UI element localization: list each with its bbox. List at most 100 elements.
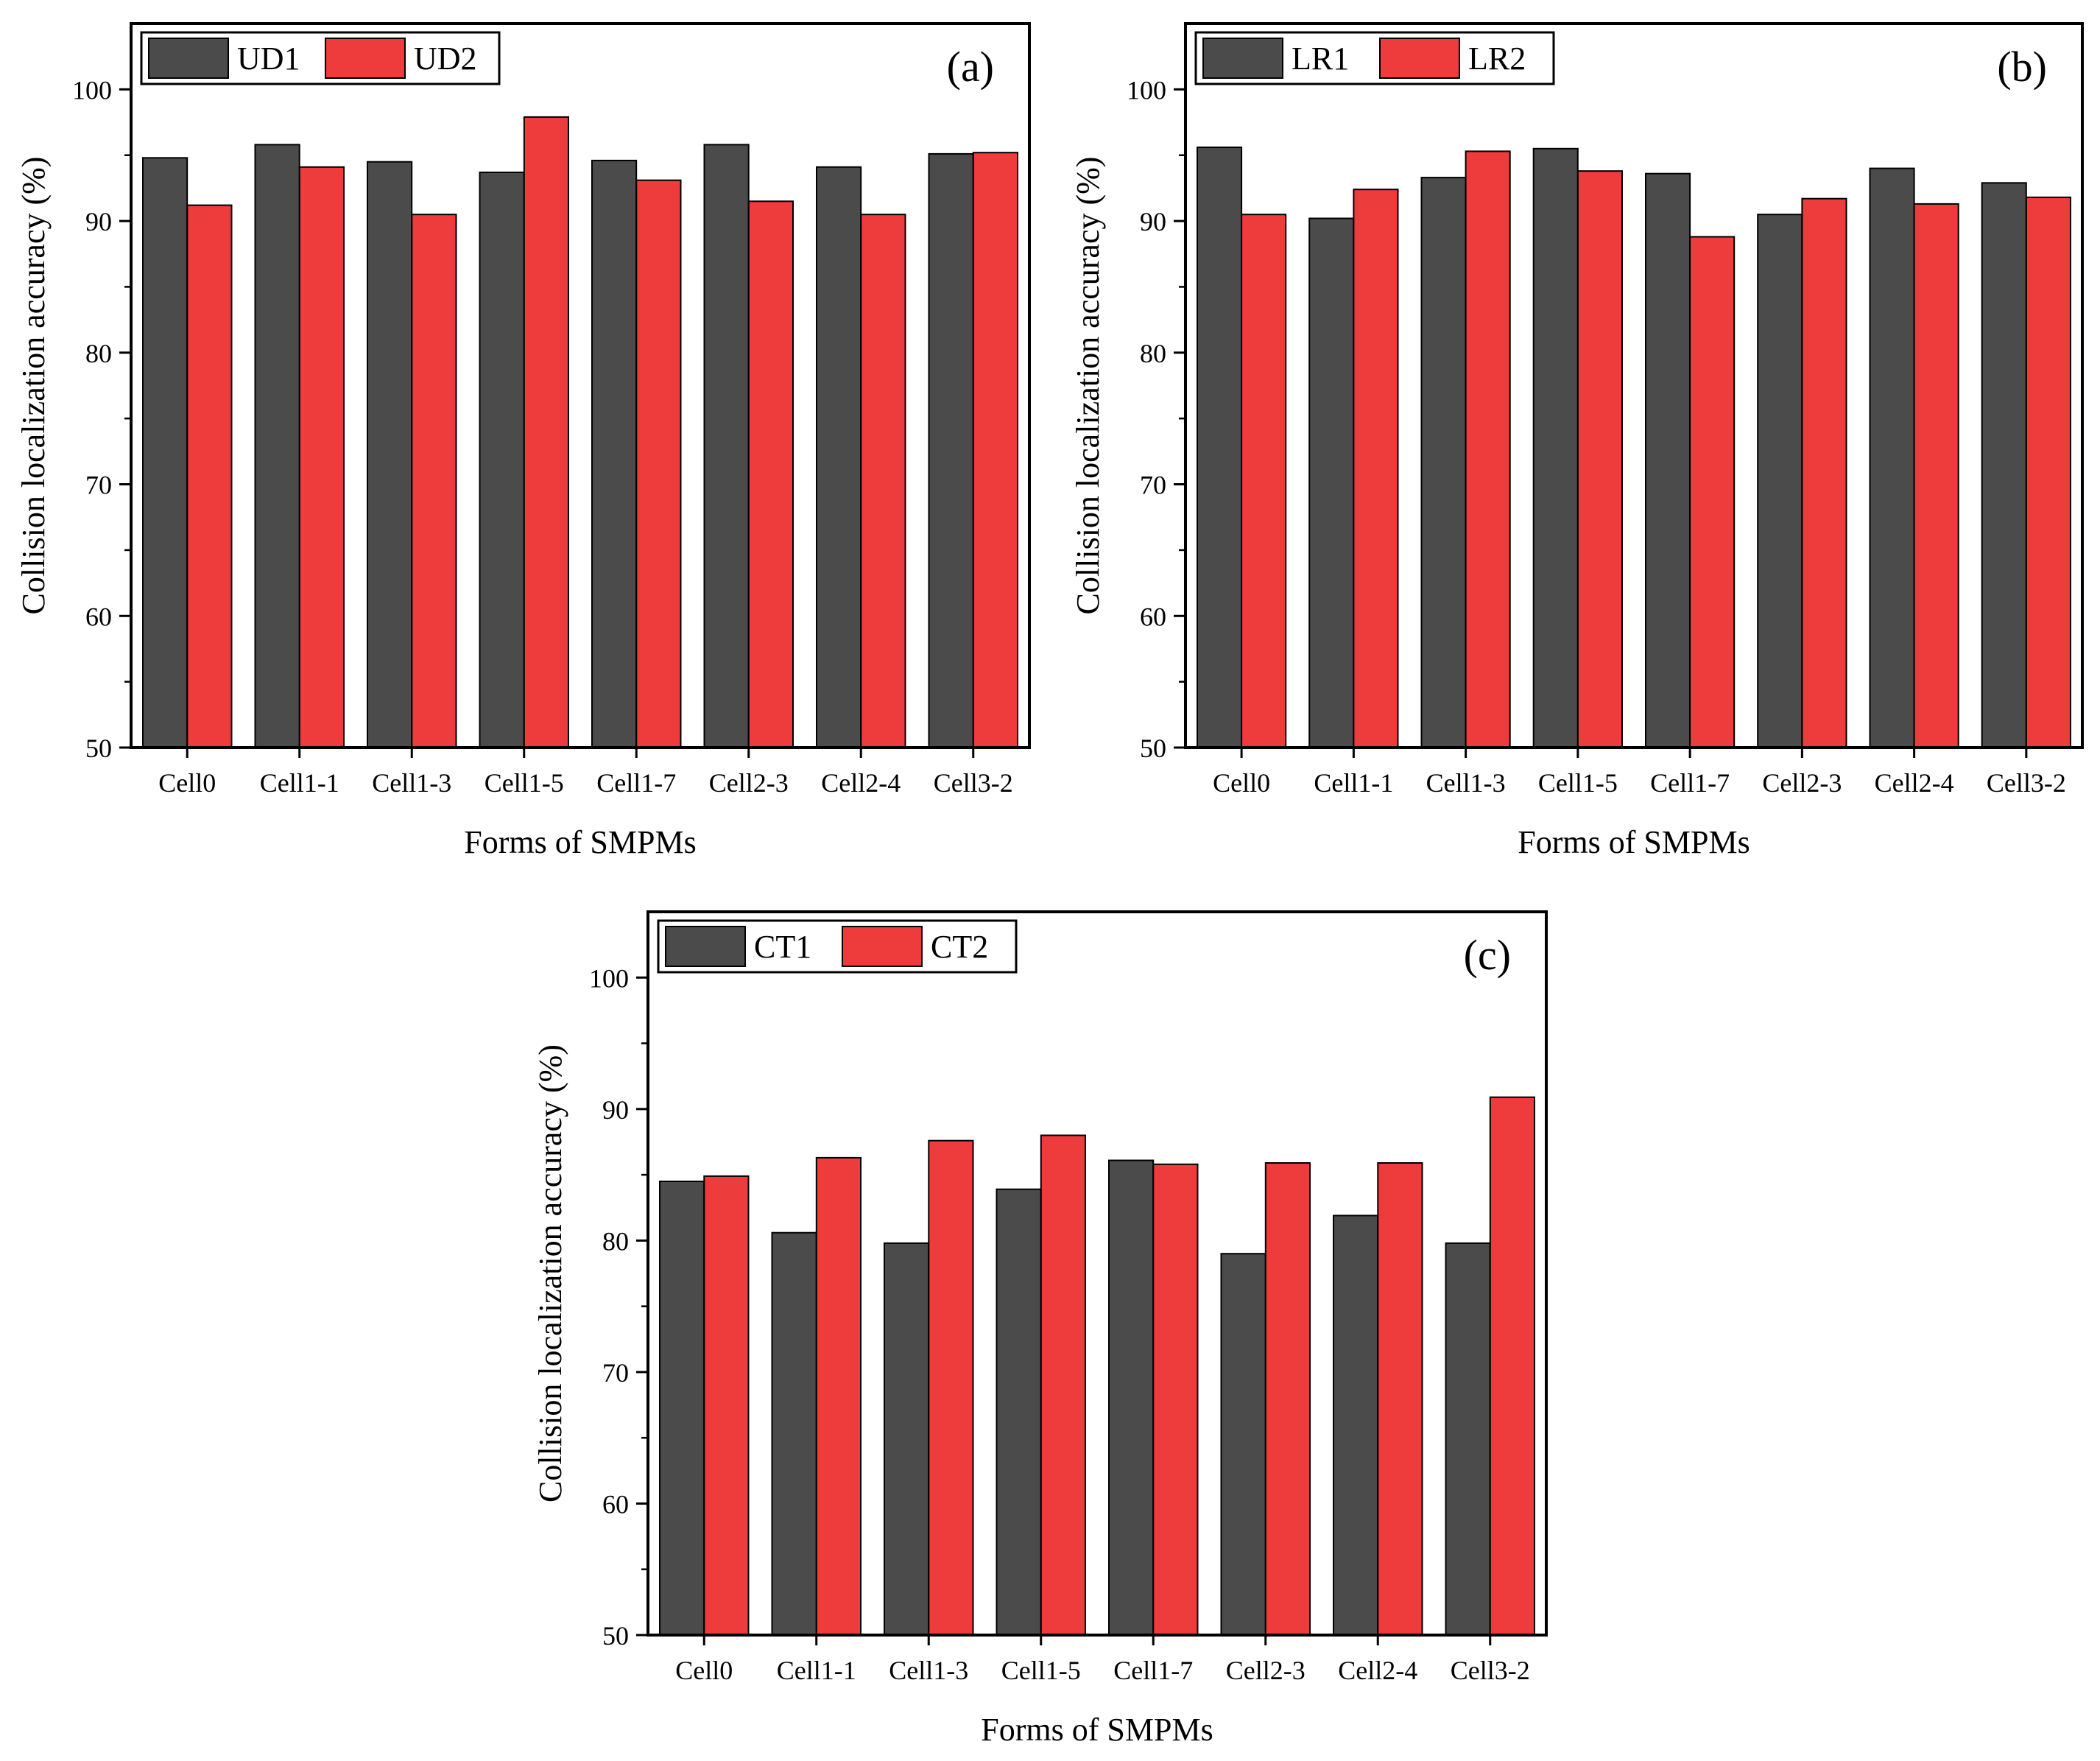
bar-ct1-cell3-2 (1445, 1242, 1491, 1636)
x-tick-label-cell1-3: Cell1-3 (372, 768, 451, 798)
y-tick-label-50: 50 (1140, 734, 1166, 763)
bar-lr2-cell1-7 (1689, 236, 1736, 748)
bar-ud2-cell1-1 (298, 166, 345, 749)
x-tick-label-cell1-3: Cell1-3 (1426, 768, 1506, 798)
legend-label-ct1: CT1 (754, 929, 811, 965)
y-tick-label-50: 50 (602, 1621, 629, 1651)
bar-ud1-cell2-3 (703, 144, 750, 748)
bar-lr1-cell1-1 (1308, 217, 1355, 748)
bar-ct1-cell1-3 (884, 1242, 930, 1636)
y-tick-label-70: 70 (602, 1358, 629, 1388)
bar-lr2-cell3-2 (2025, 196, 2071, 748)
x-tick-label-cell3-2: Cell3-2 (934, 768, 1013, 798)
bar-lr1-cell1-5 (1532, 147, 1579, 749)
y-axis-title: Collision localization accuracy (%) (1070, 157, 1106, 615)
legend: UD1 UD2 (140, 31, 501, 85)
legend-swatch-lr1 (1202, 38, 1283, 79)
panel-label: (c) (1464, 931, 1511, 979)
x-axis-title: Forms of SMPMs (1518, 824, 1750, 860)
bar-lr1-cell0 (1197, 147, 1243, 748)
bar-ct1-cell1-7 (1108, 1159, 1155, 1636)
bar-lr1-cell2-3 (1757, 214, 1803, 748)
bar-ct2-cell1-7 (1152, 1163, 1199, 1637)
bar-ud2-cell1-3 (411, 214, 457, 748)
bar-ud1-cell0 (142, 157, 188, 749)
chart-panel-3: 50 60 70 80 90 100 Cell0 Cell1-1 Cell1-3 Cell1-5 C… (532, 910, 1548, 1748)
bar-ud2-cell0 (186, 204, 233, 749)
y-tick-label-100: 100 (1127, 75, 1166, 105)
bar-ud1-cell1-3 (367, 161, 413, 748)
bar-lr2-cell2-4 (1913, 203, 1959, 748)
y-tick-label-90: 90 (602, 1095, 629, 1125)
x-tick-label-cell2-4: Cell2-4 (821, 768, 901, 798)
bar-lr2-cell1-1 (1353, 189, 1399, 748)
x-tick-label-cell3-2: Cell3-2 (1451, 1656, 1530, 1685)
y-tick-label-100: 100 (72, 75, 112, 105)
y-tick-label-90: 90 (1140, 207, 1166, 236)
legend: LR1 LR2 (1194, 31, 1555, 85)
bar-ct2-cell0 (703, 1175, 750, 1636)
bar-ud1-cell2-4 (816, 166, 862, 749)
legend-label-ud1: UD1 (237, 41, 300, 77)
chart-panel-1: 50 60 70 80 90 100 Cell0 Cell1-1 Cell1-3 Cell1-5 C… (15, 22, 1031, 860)
y-tick-label-60: 60 (1140, 602, 1166, 631)
x-tick-label-cell1-1: Cell1-1 (260, 768, 339, 798)
x-tick-label-cell2-3: Cell2-3 (1762, 768, 1842, 798)
legend-label-lr2: LR2 (1468, 41, 1526, 77)
x-tick-label-cell1-7: Cell1-7 (1650, 768, 1730, 798)
y-tick-label-70: 70 (1140, 471, 1166, 500)
legend-label-ct2: CT2 (931, 929, 988, 965)
y-tick-label-80: 80 (602, 1226, 629, 1256)
bar-lr2-cell1-3 (1465, 150, 1511, 748)
legend-label-lr1: LR1 (1292, 41, 1349, 77)
bar-ud1-cell3-2 (928, 152, 974, 748)
x-tick-label-cell1-5: Cell1-5 (1538, 768, 1618, 798)
bar-ud2-cell2-4 (860, 214, 906, 748)
bar-ct1-cell2-3 (1220, 1253, 1266, 1636)
bar-lr1-cell1-3 (1420, 177, 1467, 749)
y-tick-label-60: 60 (602, 1489, 629, 1519)
legend-swatch-ud1 (148, 38, 229, 79)
panel-label: (a) (947, 43, 994, 91)
y-axis-title: Collision localization accuracy (%) (15, 157, 52, 615)
bar-ct1-cell1-1 (771, 1231, 817, 1636)
y-tick-label-100: 100 (589, 963, 629, 993)
bar-lr2-cell1-5 (1576, 170, 1623, 748)
x-tick-label-cell2-3: Cell2-3 (1226, 1656, 1306, 1685)
x-tick-label-cell1-1: Cell1-1 (777, 1656, 856, 1685)
x-axis-title: Forms of SMPMs (464, 824, 696, 860)
bar-lr1-cell2-4 (1869, 167, 1915, 749)
bar-ct2-cell1-5 (1040, 1134, 1087, 1636)
x-tick-label-cell1-5: Cell1-5 (485, 768, 564, 798)
x-tick-label-cell2-4: Cell2-4 (1875, 768, 1954, 798)
x-tick-label-cell2-4: Cell2-4 (1338, 1656, 1417, 1685)
y-tick-label-80: 80 (1140, 339, 1166, 368)
bar-lr1-cell3-2 (1981, 182, 2027, 749)
legend-swatch-lr2 (1379, 38, 1460, 79)
y-tick-label-60: 60 (85, 602, 112, 631)
bar-ct2-cell2-3 (1264, 1162, 1311, 1636)
bar-ud1-cell1-1 (254, 144, 300, 748)
legend-swatch-ud2 (325, 38, 406, 79)
plot-frame (130, 22, 1031, 749)
bar-ud2-cell1-7 (635, 179, 682, 748)
bar-ct2-cell3-2 (1489, 1096, 1536, 1636)
x-tick-label-cell0: Cell0 (675, 1656, 733, 1685)
legend: CT1 CT2 (657, 919, 1018, 974)
plot-frame (1184, 22, 2084, 749)
x-axis-title: Forms of SMPMs (981, 1712, 1213, 1748)
x-tick-label-cell0: Cell0 (158, 768, 216, 798)
bar-lr2-cell2-3 (1801, 197, 1847, 748)
x-tick-label-cell1-1: Cell1-1 (1314, 768, 1393, 798)
bar-ct2-cell2-4 (1377, 1162, 1423, 1636)
x-tick-label-cell1-5: Cell1-5 (1001, 1656, 1081, 1685)
x-tick-label-cell1-7: Cell1-7 (1113, 1656, 1193, 1685)
bar-ud2-cell3-2 (972, 152, 1019, 748)
panel-label: (b) (1997, 43, 2047, 91)
bar-ct1-cell0 (659, 1181, 705, 1636)
bar-lr1-cell1-7 (1645, 172, 1691, 748)
plot-frame (646, 910, 1548, 1637)
bar-ud2-cell2-3 (747, 200, 794, 748)
bar-ud1-cell1-5 (479, 172, 525, 748)
bar-ct2-cell1-1 (815, 1156, 862, 1636)
